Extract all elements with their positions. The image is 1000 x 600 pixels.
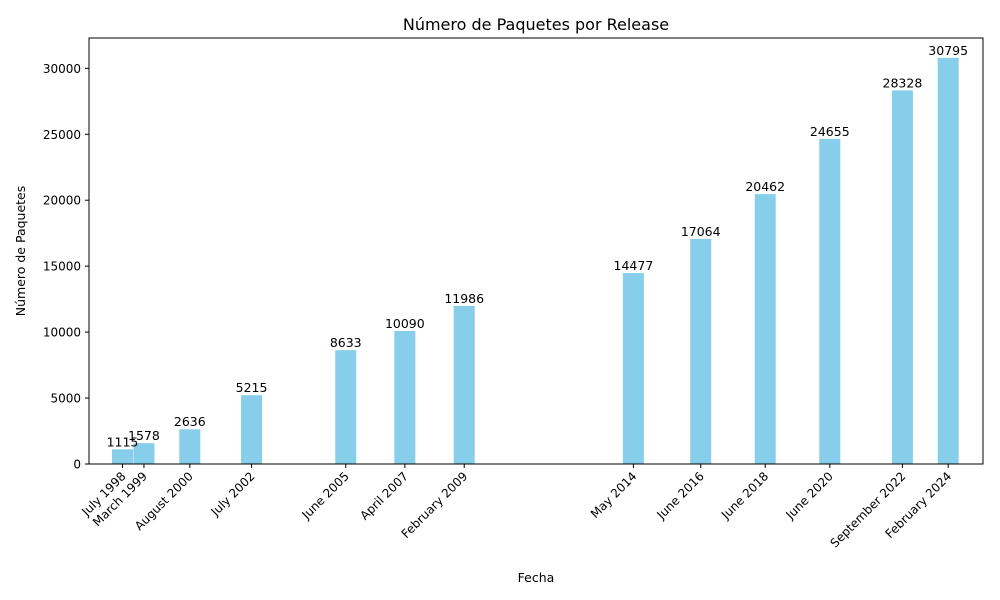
x-tick-label: June 2020 (783, 469, 836, 522)
bar-value-label: 1115 (107, 434, 139, 449)
bar (133, 443, 155, 464)
bar (891, 90, 913, 464)
bar (819, 138, 841, 464)
bar-value-label: 28328 (883, 75, 923, 90)
bars-group (111, 57, 959, 465)
bar-value-label: 5215 (236, 380, 268, 395)
bar-value-label: 2636 (174, 414, 206, 429)
x-axis-label: Fecha (518, 570, 555, 585)
y-tick-label: 25000 (43, 128, 81, 142)
y-axis: 0 5000 10000 15000 20000 25000 30000 (43, 62, 89, 472)
bar-value-label: 10090 (385, 316, 425, 331)
y-axis-label: Número de Paquetes (13, 186, 28, 317)
x-tick-label: May 2014 (588, 469, 640, 521)
x-tick-label: June 2018 (718, 469, 771, 522)
y-tick-label: 15000 (43, 260, 81, 274)
bar-value-label: 17064 (681, 224, 721, 239)
bar (394, 330, 416, 464)
bar-value-label: 8633 (330, 335, 362, 350)
bar (241, 395, 263, 464)
bar-value-label: 24655 (810, 124, 850, 139)
bar (335, 350, 357, 464)
x-tick-label: September 2022 (827, 469, 908, 550)
bar (111, 449, 133, 464)
x-tick-label: April 2007 (357, 469, 411, 523)
bar (937, 57, 959, 464)
plot-frame (88, 37, 984, 465)
x-tick-label: June 2005 (298, 469, 351, 522)
bar (754, 194, 776, 465)
bar-value-label: 1578 (128, 428, 160, 443)
bar (622, 273, 644, 464)
bar-value-label: 20462 (745, 179, 785, 194)
bar (453, 305, 475, 464)
bar-value-label: 14477 (614, 258, 654, 273)
chart-title: Número de Paquetes por Release (403, 15, 669, 34)
bar-value-label: 11986 (444, 291, 484, 306)
x-tick-label: July 2002 (208, 469, 258, 519)
y-tick-label: 20000 (43, 194, 81, 208)
y-tick-label: 5000 (50, 392, 81, 406)
y-tick-label: 10000 (43, 326, 81, 340)
bar (690, 238, 712, 464)
x-tick-label: June 2016 (653, 469, 706, 522)
bar (179, 429, 201, 464)
y-tick-label: 30000 (43, 62, 81, 76)
y-tick-label: 0 (73, 458, 81, 472)
bar-value-label: 30795 (928, 43, 968, 58)
